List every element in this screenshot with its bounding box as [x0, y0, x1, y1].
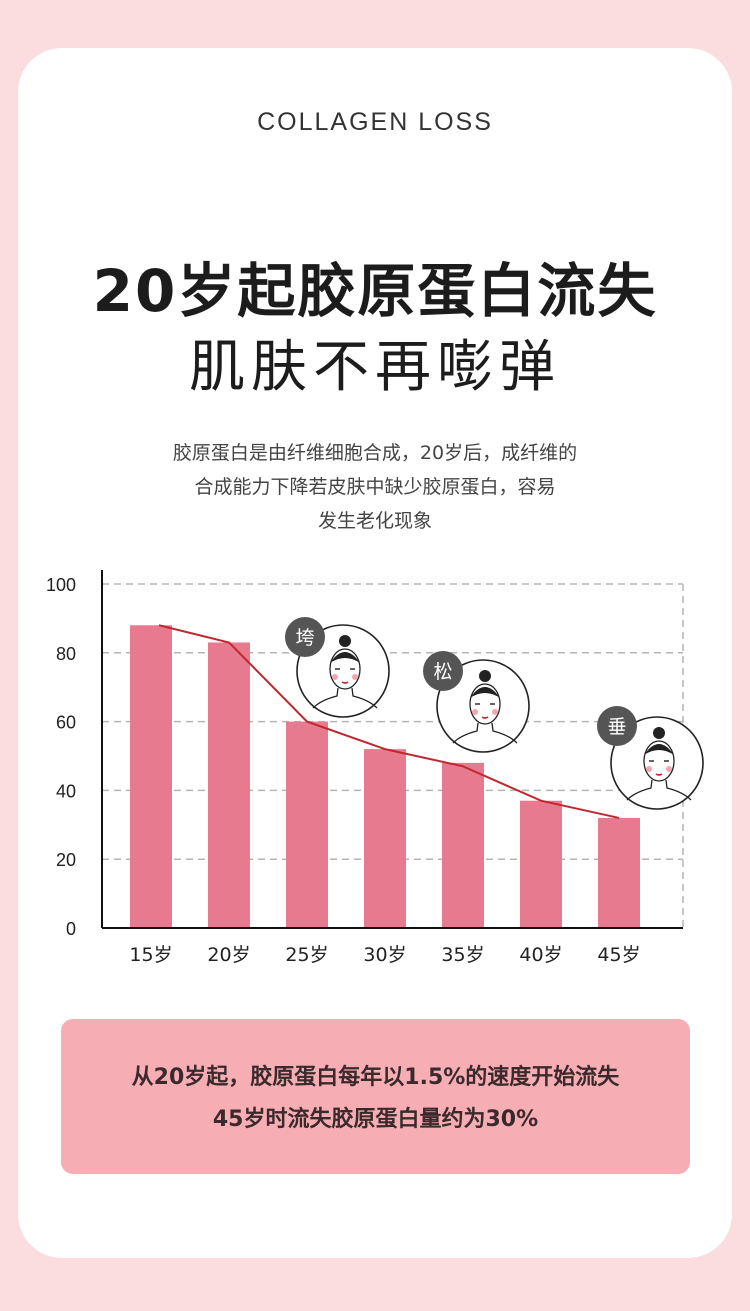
cheek — [666, 766, 672, 772]
mouth — [655, 773, 663, 776]
eyebrow-title: COLLAGEN LOSS — [257, 108, 493, 136]
hair — [330, 652, 360, 663]
x-tick-label: 25岁 — [285, 944, 328, 966]
bar — [520, 800, 562, 928]
cheek — [646, 766, 652, 772]
y-tick-label: 80 — [56, 644, 76, 664]
x-tick-label: 20岁 — [207, 944, 250, 966]
face-illustration: 垮 — [285, 617, 390, 718]
description-line: 合成能力下降若皮肤中缺少胶原蛋白，容易 — [194, 476, 556, 498]
mouth — [341, 681, 349, 684]
bar — [208, 642, 250, 928]
description-line: 发生老化现象 — [317, 510, 432, 532]
headline: 20岁起胶原蛋白流失 — [92, 257, 658, 325]
shoulders — [626, 779, 692, 801]
x-tick-label: 40岁 — [519, 944, 562, 966]
callout-line-2: 45岁时流失胶原蛋白量约为30% — [212, 1107, 539, 1132]
cheek — [352, 674, 358, 680]
y-tick-label: 20 — [56, 850, 76, 870]
badge-label: 松 — [433, 661, 452, 683]
y-tick-label: 60 — [56, 713, 76, 733]
hair-bun — [653, 727, 665, 739]
badge-circle — [597, 706, 637, 746]
cheek — [492, 709, 498, 715]
collagen-chart: 0 20 40 60 80 100 15岁 20岁 25岁 30岁 35岁 40岁 45岁 垮松垂 — [46, 570, 704, 966]
x-tick-label: 45岁 — [597, 944, 640, 966]
x-tick-label: 35岁 — [441, 944, 484, 966]
badge-label: 垮 — [295, 627, 314, 649]
callout-box: 从20岁起，胶原蛋白每年以1.5%的速度开始流失 45岁时流失胶原蛋白量约为30… — [61, 1019, 690, 1174]
badge-circle — [423, 651, 463, 691]
cheek — [472, 709, 478, 715]
mouth — [481, 716, 489, 719]
hair — [470, 687, 500, 698]
bar — [286, 721, 328, 928]
y-tick-label: 0 — [66, 919, 76, 939]
bar — [364, 749, 406, 928]
shoulders — [452, 722, 518, 744]
face-illustration: 松 — [423, 651, 530, 753]
y-tick-label: 40 — [56, 781, 76, 801]
bar — [130, 625, 172, 928]
cheek — [332, 674, 338, 680]
hair-bun — [339, 635, 351, 647]
bar — [442, 762, 484, 928]
subheadline: 肌肤不再嘭弹 — [189, 335, 561, 400]
x-tick-label: 15岁 — [129, 944, 172, 966]
badge-circle — [285, 617, 325, 657]
x-tick-label: 30岁 — [363, 944, 406, 966]
face-illustration: 垂 — [597, 706, 704, 810]
callout-line-1: 从20岁起，胶原蛋白每年以1.5%的速度开始流失 — [131, 1065, 620, 1090]
shoulders — [312, 687, 378, 709]
hair — [644, 744, 674, 755]
bar — [598, 817, 640, 928]
y-tick-label: 100 — [46, 575, 76, 595]
badge-label: 垂 — [607, 716, 626, 738]
trend-line — [158, 624, 620, 819]
description: 胶原蛋白是由纤维细胞合成，20岁后，成纤维的 合成能力下降若皮肤中缺少胶原蛋白，… — [120, 436, 630, 538]
hair-bun — [479, 670, 491, 682]
description-line: 胶原蛋白是由纤维细胞合成，20岁后，成纤维的 — [172, 442, 578, 464]
